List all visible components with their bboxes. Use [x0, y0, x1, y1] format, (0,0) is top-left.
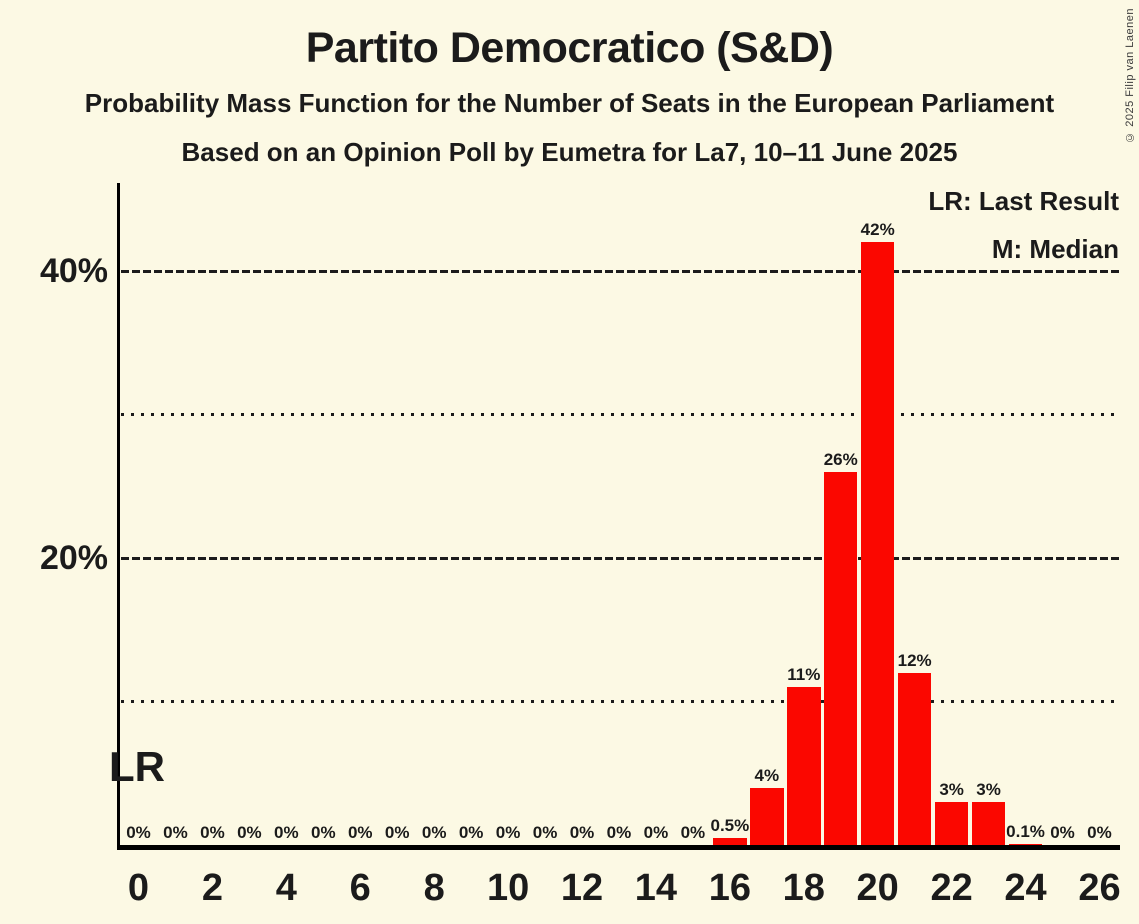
- gridline-40pct: [121, 269, 1119, 273]
- x-tick-4: 4: [275, 867, 297, 909]
- bar-label-seat-3: 0%: [237, 823, 262, 842]
- x-tick-10: 10: [486, 867, 530, 909]
- bar-label-seat-23: 3%: [976, 779, 1001, 799]
- x-tick-24: 24: [1004, 867, 1047, 909]
- x-tick-16: 16: [708, 867, 751, 909]
- bar-label-seat-17: 4%: [754, 765, 780, 785]
- copyright-notice: © 2025 Filip van Laenen: [1124, 8, 1136, 143]
- bar-seat-18: [787, 687, 821, 845]
- x-tick-22: 22: [930, 867, 973, 909]
- bar-label-seat-14: 0%: [643, 823, 669, 842]
- last-result-marker: LR: [109, 743, 165, 790]
- x-tick-20: 20: [856, 867, 899, 909]
- chart-title: Partito Democratico (S&D): [305, 24, 834, 72]
- gridline-20pct: [121, 556, 1119, 560]
- gridline-10pct: [121, 700, 1119, 703]
- x-tick-14: 14: [634, 867, 678, 909]
- bar-label-seat-10: 0%: [495, 823, 521, 842]
- bar-seat-23: [971, 801, 1006, 845]
- y-axis-line: [117, 183, 120, 850]
- x-tick-0: 0: [127, 867, 150, 909]
- bar-label-seat-8: 0%: [421, 823, 447, 842]
- x-tick-18: 18: [782, 867, 825, 909]
- legend-median: M: Median: [991, 234, 1119, 264]
- bar-seat-17: [750, 787, 784, 845]
- bar-label-seat-21: 12%: [897, 650, 932, 670]
- bar-label-seat-11: 0%: [532, 823, 558, 842]
- y-tick-40pct: 40%: [39, 252, 108, 290]
- bar-seat-19: [823, 471, 858, 845]
- legend-last-result: LR: Last Result: [928, 186, 1119, 216]
- bar-label-seat-13: 0%: [606, 823, 632, 842]
- bar-label-seat-24: 0.1%: [1006, 821, 1045, 841]
- bar-label-seat-0: 0%: [126, 823, 151, 842]
- x-tick-26: 26: [1078, 867, 1121, 909]
- y-tick-20pct: 20%: [39, 539, 108, 577]
- bar-label-seat-26: 0%: [1087, 823, 1112, 842]
- chart-subtitle-poll: Based on an Opinion Poll by Eumetra for …: [181, 137, 958, 167]
- bar-label-seat-7: 0%: [384, 823, 410, 842]
- bar-label-seat-6: 0%: [347, 823, 373, 842]
- x-tick-8: 8: [423, 867, 445, 909]
- x-tick-2: 2: [201, 867, 223, 909]
- bar-label-seat-25: 0%: [1050, 823, 1075, 842]
- x-tick-6: 6: [349, 867, 371, 909]
- bar-seat-22: [934, 801, 969, 845]
- bar-label-seat-22: 3%: [939, 779, 964, 799]
- bar-label-seat-2: 0%: [200, 823, 225, 842]
- bar-label-seat-19: 26%: [823, 449, 858, 469]
- bar-seat-20: [860, 242, 895, 845]
- x-tick-12: 12: [560, 867, 604, 909]
- bar-label-seat-15: 0%: [680, 823, 706, 842]
- bar-label-seat-12: 0%: [569, 823, 595, 842]
- chart-subtitle-pmf: Probability Mass Function for the Number…: [84, 88, 1055, 118]
- gridline-30pct: [121, 413, 1119, 416]
- bar-label-seat-9: 0%: [458, 823, 484, 842]
- bar-label-seat-16: 0.5%: [710, 815, 750, 835]
- bar-seat-24: [1008, 843, 1043, 845]
- x-axis-line: [117, 845, 1120, 850]
- bar-label-seat-4: 0%: [274, 823, 299, 842]
- bar-seat-21: [897, 672, 932, 845]
- bar-label-seat-5: 0%: [311, 823, 336, 842]
- bar-label-seat-18: 11%: [787, 665, 821, 685]
- bar-label-seat-1: 0%: [163, 823, 188, 842]
- bar-seat-16: [713, 837, 747, 845]
- bar-label-seat-20: 42%: [860, 220, 895, 240]
